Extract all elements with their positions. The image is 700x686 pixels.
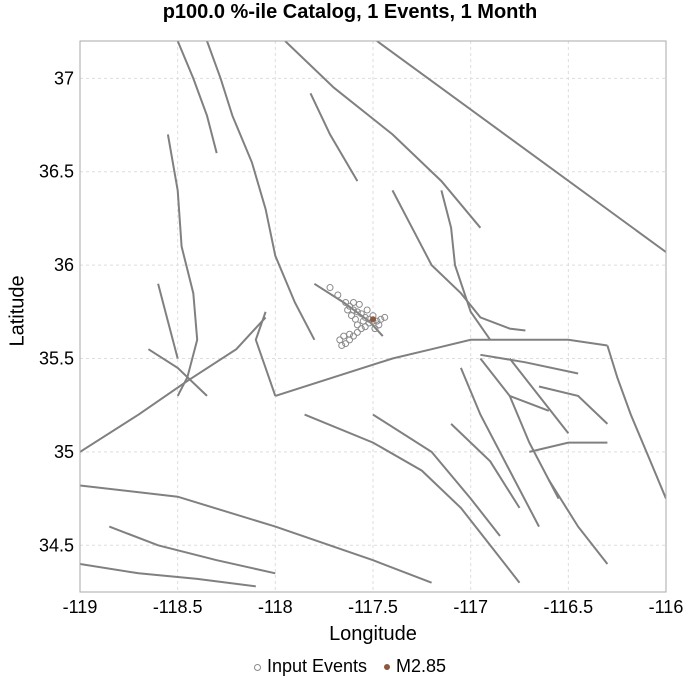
x-axis-label: Longitude <box>329 623 417 645</box>
plot-frame <box>79 40 667 593</box>
input-event-point <box>344 306 352 314</box>
input-event-point <box>346 302 354 310</box>
y-axis-label: Latitude <box>6 275 29 347</box>
input-event-point <box>326 284 334 292</box>
fault-line <box>284 41 482 229</box>
input-event-point <box>342 298 350 306</box>
fault-line <box>538 385 609 425</box>
fault-line <box>508 357 570 434</box>
fault-line <box>309 92 359 182</box>
y-tick-label: 35 <box>54 442 74 462</box>
fault-line <box>254 311 277 397</box>
fault-line <box>80 484 432 584</box>
fault-line <box>304 413 521 584</box>
fault-line <box>372 413 501 537</box>
input-events <box>326 284 389 349</box>
fault-line <box>206 41 316 341</box>
input-event-point <box>353 328 361 336</box>
legend-label-main-event: M2.85 <box>396 656 447 676</box>
fault-line <box>147 348 208 397</box>
input-event-point <box>375 321 383 329</box>
input-event-point <box>351 315 359 323</box>
chart-title: p100.0 %-ile Catalog, 1 Events, 1 Month <box>162 1 538 23</box>
input-event-point <box>353 308 361 316</box>
x-tick-label: -118 <box>258 597 293 617</box>
x-tick-label: -118.5 <box>153 597 203 617</box>
fault-line <box>376 41 666 253</box>
legend-label-input-events: Input Events <box>266 656 368 676</box>
x-tick-label: -116 <box>649 597 684 617</box>
fault-line <box>176 41 218 154</box>
input-event-point <box>349 332 357 340</box>
main-event <box>370 316 376 323</box>
fault-line <box>450 423 521 509</box>
x-tick-label: -116.5 <box>543 597 593 617</box>
x-tick-label: -117.5 <box>348 597 398 617</box>
input-event-point <box>361 313 369 321</box>
input-event-point <box>334 291 342 299</box>
input-event-point <box>357 310 365 318</box>
legend-item-input-events: Input Events <box>253 656 368 677</box>
fault-line <box>391 189 526 332</box>
x-axis-ticks: -119 -118.5 -118 -117.5 -117 -116.5 -116 <box>63 597 684 617</box>
input-event-point <box>340 332 348 340</box>
fault-line <box>274 338 608 397</box>
fault-line <box>480 353 579 375</box>
y-axis-ticks: 34.5 35 35.5 36 36.5 37 <box>39 68 74 555</box>
fault-line <box>479 357 560 500</box>
y-tick-label: 36 <box>54 255 74 275</box>
input-event-point <box>357 325 365 333</box>
legend-item-main-event: M2.85 <box>384 656 446 677</box>
main-event-point <box>370 316 376 323</box>
x-tick-label: -117 <box>453 597 488 617</box>
y-tick-label: 37 <box>54 68 74 88</box>
fault-line <box>459 367 540 528</box>
fault-lines <box>80 41 666 588</box>
fault-line <box>108 525 276 575</box>
input-event-point <box>371 325 379 333</box>
fault-line <box>606 345 666 499</box>
input-event-point <box>359 317 367 325</box>
input-event-point <box>363 306 371 314</box>
y-tick-label: 34.5 <box>39 535 74 555</box>
legend-marker-filled-circle <box>384 664 391 671</box>
fault-line <box>80 316 267 453</box>
fault-line <box>509 394 550 412</box>
input-event-point <box>348 312 356 320</box>
fault-line <box>80 563 256 588</box>
y-tick-label: 35.5 <box>39 349 74 369</box>
legend: Input Events M2.85 <box>0 656 700 677</box>
y-tick-label: 36.5 <box>39 162 74 182</box>
x-tick-label: -119 <box>63 597 98 617</box>
legend-marker-open-circle <box>253 663 261 671</box>
input-event-point <box>336 336 344 344</box>
fault-line <box>157 283 179 359</box>
fault-line <box>529 441 608 453</box>
input-event-point <box>355 300 363 308</box>
input-event-point <box>342 340 350 348</box>
grid <box>79 41 667 592</box>
input-event-point <box>381 313 389 321</box>
fault-line <box>547 479 609 565</box>
fault-line <box>440 190 492 341</box>
